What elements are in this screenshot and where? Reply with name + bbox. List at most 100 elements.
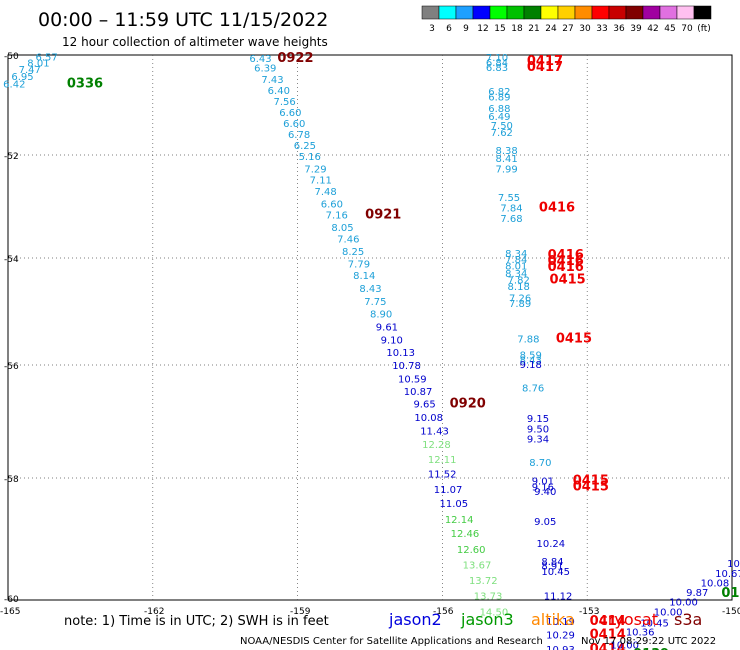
- wave-height-label: 8.14: [353, 271, 375, 282]
- color-scale-label: 9: [463, 24, 469, 34]
- color-scale-swatch: [438, 5, 457, 20]
- color-scale-label: 3: [429, 24, 435, 34]
- wave-height-label: 7.62: [491, 128, 513, 139]
- wave-height-label: 10.00: [610, 640, 639, 650]
- color-scale-swatch: [455, 5, 474, 20]
- wave-height-label: 8.91: [541, 562, 563, 573]
- wave-height-label: 8.43: [520, 356, 542, 367]
- wave-height-label: 7.82: [508, 275, 530, 286]
- wave-height-label: 6.84: [486, 58, 508, 69]
- wave-height-label: 6.43: [249, 54, 271, 65]
- wave-height-label: 7.84: [505, 255, 527, 266]
- plot-area: [7, 54, 733, 601]
- color-scale-swatch: [489, 5, 508, 20]
- wave-height-label: 7.56: [273, 97, 295, 108]
- color-scale-swatch: [557, 5, 576, 20]
- time-stamp-label: 0415: [573, 473, 609, 488]
- wave-height-label: 6.49: [488, 112, 510, 123]
- page-subtitle: 12 hour collection of altimeter wave hei…: [62, 35, 328, 49]
- color-scale-swatch: [574, 5, 593, 20]
- color-scale-label: 30: [579, 24, 591, 34]
- wave-height-label: 7.50: [491, 121, 513, 132]
- color-scale-swatch: [625, 5, 644, 20]
- time-stamp-label: 0415: [556, 331, 592, 346]
- lat-label-56: -56: [4, 362, 19, 372]
- color-scale-swatch: [608, 5, 627, 20]
- wave-height-label: 6.60: [283, 119, 305, 130]
- color-scale-label: 21: [528, 24, 539, 34]
- lon-label-156: -156: [433, 607, 454, 617]
- time-stamp-label: 0139: [633, 647, 669, 650]
- time-stamp-label: 0416: [548, 260, 584, 275]
- lon-label-165: -165: [0, 607, 20, 617]
- wave-height-label: 13.67: [463, 560, 492, 571]
- legend-altika: altika: [531, 610, 575, 629]
- footer-timestamp: Nov 17 08:29:22 UTC 2022: [581, 636, 716, 647]
- time-stamp-label: 0922: [277, 51, 313, 66]
- legend-s3a: s3a: [674, 610, 702, 629]
- time-stamp-label: 0415: [573, 479, 609, 494]
- wave-height-label: 9.34: [527, 434, 549, 445]
- wave-height-label: 7.43: [261, 75, 283, 86]
- wave-height-label: 10: [727, 559, 740, 570]
- wave-height-label: 8.01: [27, 59, 49, 70]
- wave-height-label: 6.57: [36, 53, 58, 64]
- grid-lines: [8, 55, 732, 600]
- wave-height-label: 8.70: [529, 458, 551, 469]
- time-stamp-label: 0415: [550, 272, 586, 287]
- lon-label-153: -153: [579, 607, 599, 617]
- page-title: 00:00 – 11:59 UTC 11/15/2022: [38, 9, 328, 31]
- wave-height-label: 7.99: [495, 164, 517, 175]
- wave-height-label: 8.25: [342, 247, 364, 258]
- wave-height-label: 7.46: [337, 234, 359, 245]
- color-scale-label: 70: [681, 24, 693, 34]
- wave-height-label: 10.24: [537, 539, 566, 550]
- color-scale-swatch: [659, 5, 678, 20]
- wave-height-label: 10.45: [541, 567, 570, 578]
- color-scale-swatch: [523, 5, 542, 20]
- plot-frame: [7, 54, 733, 601]
- wave-height-label: 10.87: [404, 387, 433, 398]
- wave-height-label: 8.90: [370, 310, 392, 321]
- wave-height-label: 6.60: [279, 108, 301, 119]
- wave-height-label: 9.61: [376, 322, 398, 333]
- wave-height-label: 7.29: [304, 164, 326, 175]
- wave-height-label: 11.07: [434, 485, 463, 496]
- legend-cryosat: cryosat: [599, 610, 658, 629]
- wave-height-label: 9.16: [532, 482, 554, 493]
- time-stamp-label: 0920: [450, 396, 486, 411]
- color-scale-label: 36: [613, 24, 625, 34]
- lat-label-50: -50: [4, 52, 19, 62]
- wave-height-label: 7.68: [500, 214, 522, 225]
- wave-height-label: 10.19: [546, 617, 575, 628]
- wave-height-label: 8.38: [495, 146, 517, 157]
- wave-height-label: 10.36: [626, 628, 655, 639]
- color-scale-label: 27: [562, 24, 573, 34]
- color-scale-label: 15: [494, 24, 505, 34]
- wave-height-label: 11.43: [420, 427, 449, 438]
- wave-height-label: 7.75: [364, 297, 386, 308]
- color-scale-swatch: [642, 5, 661, 20]
- wave-height-label: 7.10: [486, 53, 508, 64]
- lat-label-58: -58: [4, 475, 19, 485]
- wave-height-label: 10.13: [386, 348, 415, 359]
- color-scale-label: (ft): [697, 24, 711, 34]
- color-scale-label: 39: [630, 24, 642, 34]
- wave-height-label: 9.65: [413, 399, 435, 410]
- time-stamp-label: 0416: [548, 254, 584, 269]
- wave-height-label: 10.29: [546, 631, 575, 642]
- wave-height-label: 6.88: [488, 104, 510, 115]
- wave-height-label: 11.52: [428, 469, 457, 480]
- color-scale-swatches: [421, 5, 712, 20]
- wave-height-label: 10.00: [669, 598, 698, 609]
- wave-height-label: 7.88: [517, 334, 539, 345]
- wave-height-label: 7.55: [498, 193, 520, 204]
- wave-height-label: 8.05: [331, 223, 353, 234]
- color-scale-label: 33: [596, 24, 607, 34]
- wave-height-label: 9.87: [686, 588, 708, 599]
- wave-height-label: 12.11: [428, 455, 457, 466]
- wave-height-label: 6.83: [486, 63, 508, 74]
- wave-height-label: 9.10: [381, 335, 403, 346]
- wave-height-label: 9.01: [532, 476, 554, 487]
